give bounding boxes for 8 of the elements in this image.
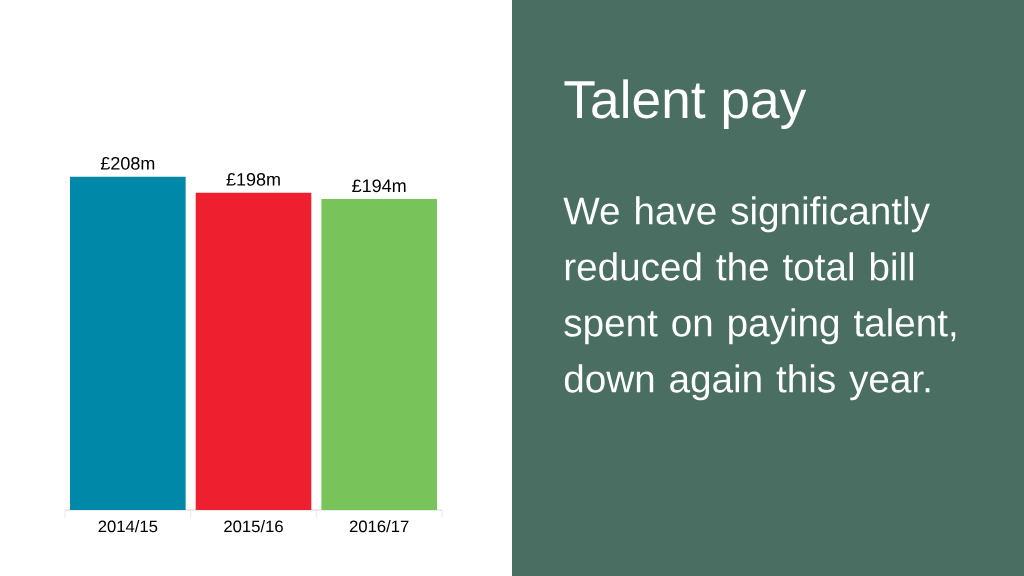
data-label: £198m: [226, 173, 280, 186]
text: Talent pay: [564, 79, 807, 130]
x-tick-label: 2015/16: [224, 520, 283, 533]
text: We have significantly reduced the total bill spent on paying talent, down again this year.: [563, 196, 956, 401]
data-label: £208m: [100, 156, 155, 170]
x-tick-label: 2014/15: [98, 520, 158, 533]
data-label: £194m: [352, 179, 406, 193]
x-tick-label: 2016/17: [349, 520, 409, 533]
